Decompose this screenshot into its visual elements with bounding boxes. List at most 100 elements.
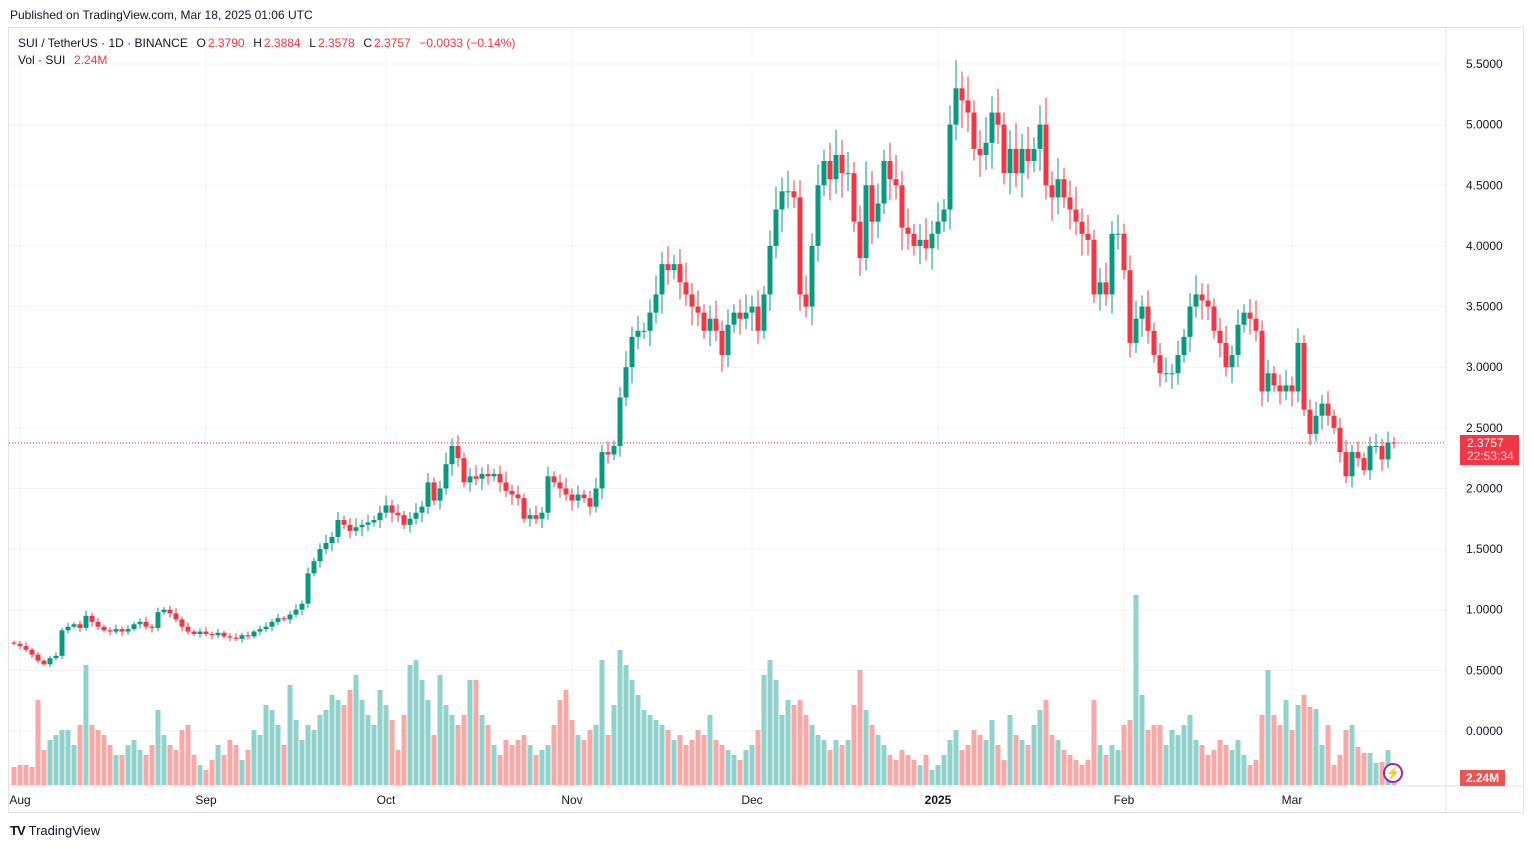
volume-bar [317, 715, 323, 785]
volume-bar [707, 715, 713, 785]
symbol-label[interactable]: SUI / TetherUS · 1D · BINANCE [18, 36, 188, 50]
y-tick-label: 2.5000 [1466, 421, 1503, 435]
candle-body [11, 642, 17, 644]
candle-body [515, 494, 521, 499]
candle-body [809, 245, 815, 307]
volume-bar [203, 770, 209, 785]
candle-body [449, 446, 455, 465]
candle-body [185, 626, 191, 632]
candle-body [905, 227, 911, 234]
candle-body [395, 512, 401, 516]
candle-body [845, 173, 851, 175]
candle-body [1175, 355, 1181, 374]
candle-body [1235, 324, 1241, 356]
candle-body [173, 613, 179, 620]
volume-bar [437, 675, 443, 785]
candle-body [1133, 318, 1139, 343]
candle-body [1283, 385, 1289, 392]
candle-body [665, 264, 671, 271]
y-tick-label: 3.5000 [1466, 300, 1503, 314]
volume-bar [605, 735, 611, 785]
volume-bar [923, 755, 929, 785]
volume-bar [1379, 762, 1385, 785]
candle-body [203, 631, 209, 634]
candle-body [1037, 124, 1043, 149]
candle-body [881, 161, 887, 204]
volume-bar [215, 745, 221, 785]
volume-bar [857, 670, 863, 785]
volume-bar [953, 730, 959, 785]
candle-body [929, 233, 935, 249]
y-tick-label: 0.5000 [1466, 663, 1503, 677]
volume-bar [389, 720, 395, 785]
candle-body [821, 161, 827, 186]
volume-bar [11, 767, 17, 785]
volume-bar [1085, 760, 1091, 785]
volume-bar [173, 750, 179, 785]
volume-bar [1205, 755, 1211, 785]
volume-bar [1043, 700, 1049, 785]
tradingview-logo[interactable]: TV TradingView [10, 823, 100, 838]
volume-bar [1157, 725, 1163, 785]
volume-bar [1091, 700, 1097, 785]
volume-bar [137, 750, 143, 785]
lightning-icon[interactable]: ⚡ [1383, 763, 1403, 783]
volume-bar [1175, 735, 1181, 785]
candle-body [767, 245, 773, 295]
volume-label[interactable]: Vol · SUI [18, 53, 66, 67]
candle-body [1271, 373, 1277, 386]
volume-bar [1127, 720, 1133, 785]
volume-bar [473, 680, 479, 785]
candle-body [599, 452, 605, 489]
y-tick-label: 1.5000 [1466, 542, 1503, 556]
candle-body [1127, 270, 1133, 343]
volume-bar [725, 750, 731, 785]
volume-bar [539, 750, 545, 785]
volume-bar [641, 710, 647, 785]
y-tick-label: 2.0000 [1466, 481, 1503, 495]
volume-bar [749, 745, 755, 785]
x-tick-label: Oct [377, 793, 396, 807]
volume-bar [377, 690, 383, 785]
candle-body [209, 633, 215, 636]
volume-bar [869, 725, 875, 785]
candle-body [251, 631, 257, 637]
candle-body [227, 636, 233, 638]
candle-body [53, 655, 59, 659]
candle-body [779, 191, 785, 210]
volume-bar [905, 755, 911, 785]
volume-bar [287, 685, 293, 785]
volume-bar [155, 710, 161, 785]
candle-body [287, 614, 293, 620]
candle-body [1013, 148, 1019, 174]
close-value: 2.3757 [374, 36, 411, 50]
candle-body [875, 203, 881, 222]
volume-bar [467, 680, 473, 785]
volume-bar [893, 760, 899, 785]
candle-body [1217, 330, 1223, 343]
candle-body [323, 543, 329, 550]
candle-body [1085, 233, 1091, 240]
candle-body [977, 148, 983, 155]
candle-body [1139, 306, 1145, 319]
volume-bar [125, 745, 131, 785]
volume-bar [983, 740, 989, 785]
candle-body [743, 312, 749, 319]
volume-bar [671, 740, 677, 785]
candle-body [647, 312, 653, 331]
volume-bar [911, 760, 917, 785]
candle-body [593, 488, 599, 507]
high-label: H [253, 36, 262, 50]
x-tick-label: Mar [1282, 793, 1303, 807]
volume-bar [863, 710, 869, 785]
candle-body [887, 161, 893, 180]
candle-body [1145, 306, 1151, 331]
volume-bar [527, 745, 533, 785]
candle-body [1097, 282, 1103, 295]
volume-bar [593, 725, 599, 785]
candle-body [533, 515, 539, 519]
volume-bar [113, 755, 119, 785]
candle-body [569, 494, 575, 501]
volume-bar [341, 705, 347, 785]
